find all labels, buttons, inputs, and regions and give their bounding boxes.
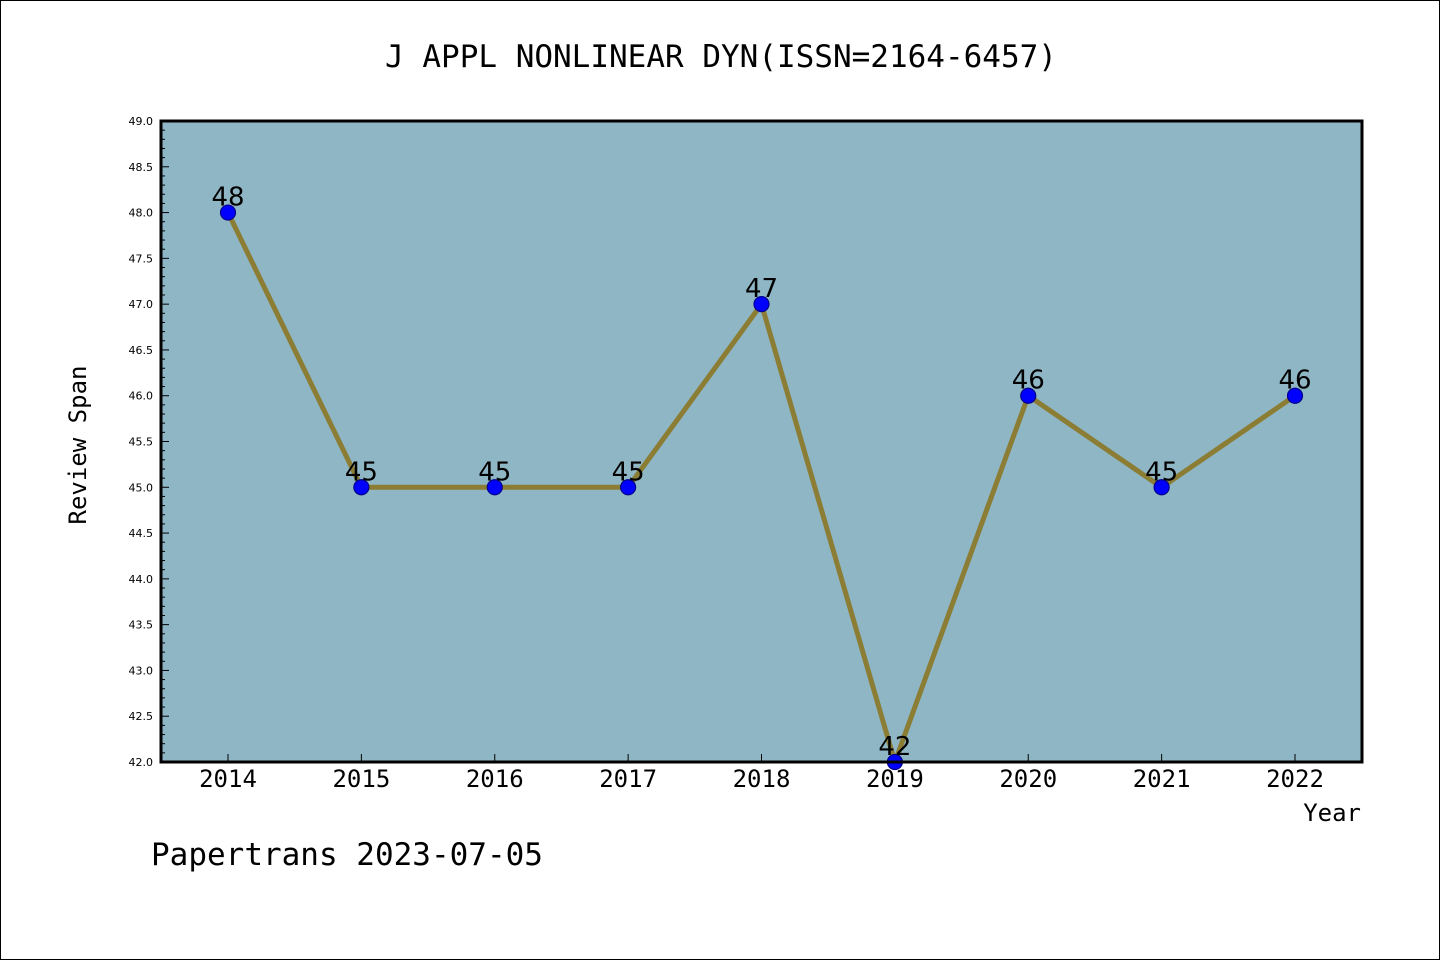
data-point <box>353 479 370 496</box>
x-tick-label: 2016 <box>466 765 524 793</box>
plot-area <box>161 121 1362 762</box>
x-tick-label: 2015 <box>332 765 390 793</box>
data-label: 46 <box>1278 366 1311 396</box>
y-tick-label: 44.5 <box>129 527 154 540</box>
x-tick-label: 2020 <box>999 765 1057 793</box>
y-tick-label: 45.0 <box>129 481 154 494</box>
data-label: 45 <box>478 457 511 487</box>
data-label: 45 <box>612 457 645 487</box>
data-label: 47 <box>745 274 778 304</box>
y-tick-label: 49.0 <box>129 115 154 128</box>
y-axis-label: Review Span <box>64 366 92 525</box>
data-point <box>753 296 770 313</box>
y-axis-ticks: 42.0 42.5 43.0 43.5 44.0 44.5 45.0 45.5 46.0 46.5… <box>129 115 169 769</box>
series-review-span <box>219 204 1304 771</box>
footer-stamp: Papertrans 2023-07-05 <box>151 837 543 873</box>
y-tick-label: 43.0 <box>129 664 154 677</box>
data-label: 46 <box>1012 366 1045 396</box>
y-tick-label: 47.0 <box>129 298 154 311</box>
y-tick-label: 44.0 <box>129 573 154 586</box>
data-label: 48 <box>211 183 244 213</box>
chart-title: J APPL NONLINEAR DYN(ISSN=2164-6457) <box>385 39 1057 75</box>
y-tick-label: 42.5 <box>129 710 154 723</box>
y-tick-label: 46.0 <box>129 390 154 403</box>
data-point <box>486 479 503 496</box>
data-point <box>1020 387 1037 404</box>
data-labels: 48 45 45 45 47 42 46 45 46 <box>211 183 1311 762</box>
data-point <box>1153 479 1170 496</box>
data-label: 42 <box>878 732 911 762</box>
y-tick-label: 42.0 <box>129 756 154 769</box>
x-tick-label: 2017 <box>599 765 657 793</box>
y-tick-label: 48.5 <box>129 161 154 174</box>
x-tick-label: 2022 <box>1266 765 1324 793</box>
data-point <box>1286 387 1304 404</box>
x-tick-label: 2018 <box>733 765 791 793</box>
data-label: 45 <box>1145 457 1178 487</box>
data-point <box>620 479 637 496</box>
y-tick-label: 46.5 <box>129 344 154 357</box>
x-axis-label: Year <box>1303 799 1361 827</box>
y-tick-label: 48.0 <box>129 207 154 220</box>
y-tick-label: 43.5 <box>129 619 154 632</box>
data-label: 45 <box>345 457 378 487</box>
x-axis-ticks: 2014 2015 2016 2017 2018 2019 2020 2021 2022 <box>199 754 1324 793</box>
y-tick-label: 45.5 <box>129 436 154 449</box>
y-tick-label: 47.5 <box>129 252 154 265</box>
data-point <box>219 204 237 221</box>
plot-border <box>159 119 1364 764</box>
x-tick-label: 2021 <box>1133 765 1191 793</box>
x-tick-label: 2014 <box>199 765 257 793</box>
